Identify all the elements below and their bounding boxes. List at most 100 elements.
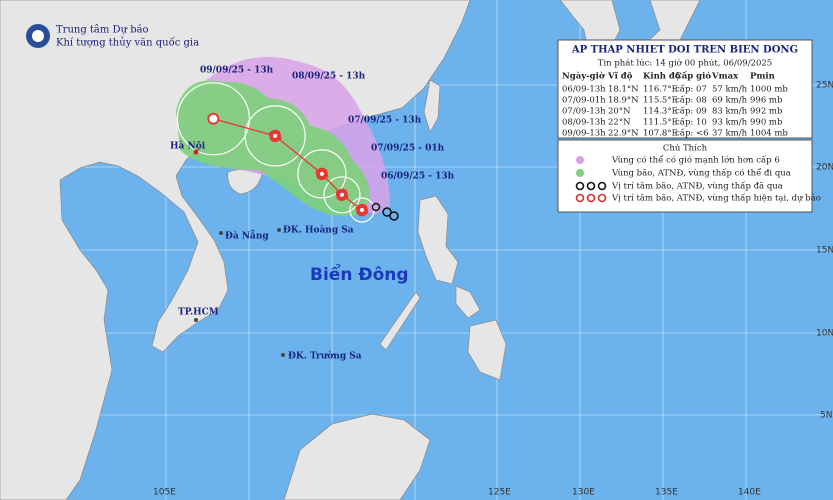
legend-swatch: [576, 156, 584, 164]
forecast-cone: [176, 80, 370, 217]
table-cell: 06/09-13h: [562, 85, 606, 95]
track-label: 08/09/25 - 13h: [292, 72, 366, 82]
column-header: Pmin: [750, 72, 775, 82]
axis-labels: 105E 125E 130E 135E 140E 25N 20N 15N 10N…: [153, 81, 833, 498]
table-cell: 83 km/h: [712, 107, 748, 117]
table-cell: cấp: 08: [675, 95, 707, 106]
table-cell: 115.5°E: [643, 96, 678, 106]
column-header: Vmax: [711, 72, 739, 82]
lat-label: 25N: [816, 81, 833, 91]
logo: [32, 30, 44, 42]
place-dot: [194, 318, 198, 322]
lat-label: 20N: [816, 163, 833, 173]
info-subtitle: Tin phát lúc: 14 giờ 00 phút, 06/09/2025: [598, 58, 772, 69]
table-cell: cấp: 09: [675, 106, 707, 117]
table-cell: cấp: <6: [675, 128, 709, 139]
org-name: Trung tâm Dự báo: [56, 25, 149, 36]
info-box: AP THAP NHIET DOI TREN BIEN DONG Tin phá…: [557, 39, 821, 213]
uncertainty-circle: [176, 82, 250, 156]
column-header: Cấp gió: [675, 70, 711, 82]
legend-label: Vùng có thể có gió mạnh lớn hơn cấp 6: [611, 154, 780, 166]
past-positions: [371, 202, 399, 221]
column-header: Vĩ độ: [607, 71, 633, 82]
storm-eye: [319, 171, 324, 176]
uncertainty-circle: [323, 176, 361, 214]
table-cell: 57 km/h: [712, 85, 748, 95]
storm-center: [335, 188, 349, 202]
legend-swatch: [575, 193, 607, 203]
storm-eye: [339, 192, 344, 197]
place-dot: [193, 149, 199, 155]
table-cell: 111.5°E: [643, 118, 678, 128]
place-dot: [281, 353, 285, 357]
column-header: Ngày-giờ: [562, 71, 606, 82]
sea-label: Biển Đông: [310, 263, 409, 285]
storm-eye: [360, 208, 364, 212]
table-cell: 992 mb: [750, 107, 783, 117]
place-label: Hà Nội: [170, 141, 206, 152]
place-label: ĐK. Trường Sa: [288, 351, 362, 362]
table-cell: cấp: 07: [675, 84, 707, 95]
places: Hà Nội Đà Nẵng ĐK. Hoàng Sa Biển Đông TP…: [170, 141, 409, 362]
table-cell: 37 km/h: [712, 129, 748, 139]
track-label: 07/09/25 - 01h: [371, 144, 445, 154]
table-cell: 07/09-01h: [562, 96, 606, 106]
table-cell: 996 mb: [750, 96, 783, 106]
track-label: 07/09/25 - 13h: [348, 116, 422, 126]
storm-center: [315, 167, 329, 181]
track-label: 06/09/25 - 13h: [381, 172, 455, 182]
land: [0, 0, 701, 500]
info-panel: [557, 39, 813, 139]
lon-label: 140E: [738, 488, 761, 498]
lat-label: 5N: [820, 411, 832, 421]
low-center: [207, 112, 220, 125]
track-label: 09/09/25 - 13h: [200, 66, 274, 76]
lon-label: 130E: [572, 488, 595, 498]
legend-swatch: [575, 181, 607, 191]
org-name: Khí tượng thủy văn quốc gia: [56, 38, 199, 49]
table-cell: 990 mb: [750, 118, 783, 128]
table-cell: 1004 mb: [750, 129, 788, 139]
table-cell: 08/09-13h: [562, 118, 606, 128]
legend-label: Vùng bão, ATNĐ, vùng thấp có thể đi qua: [611, 167, 791, 179]
table-cell: 116.7°E: [643, 85, 678, 95]
table-cell: 22°N: [608, 118, 631, 128]
table-cell: 114.3°E: [643, 107, 678, 117]
table-cell: 09/09-13h: [562, 129, 606, 139]
legend-swatch: [576, 169, 584, 177]
storm-eye: [273, 133, 278, 138]
place-dot: [277, 228, 281, 232]
table-cell: 18.9°N: [608, 96, 639, 106]
info-title: AP THAP NHIET DOI TREN BIEN DONG: [571, 45, 798, 56]
place-label: Đà Nẵng: [225, 230, 269, 242]
storm-center: [207, 112, 220, 125]
table-cell: 20°N: [608, 107, 631, 117]
lat-label: 15N: [816, 246, 833, 256]
place-label: TP.HCM: [178, 308, 219, 318]
legend-title: Chú Thích: [663, 143, 708, 154]
table-cell: 07/09-13h: [562, 107, 606, 117]
table-cell: 107.8°E: [643, 129, 678, 139]
storm-center: [355, 203, 369, 217]
lon-label: 125E: [488, 488, 511, 498]
header: Trung tâm Dự báo Khí tượng thủy văn quốc…: [26, 24, 199, 49]
place-label: ĐK. Hoàng Sa: [283, 225, 354, 236]
lat-label: 10N: [816, 329, 833, 339]
legend-label: Vị trí tâm bão, ATNĐ, vùng thấp đã qua: [611, 181, 783, 192]
lon-label: 105E: [153, 488, 176, 498]
legend-label: Vị trí tâm bão, ATNĐ, vùng thấp hiện tại…: [611, 193, 821, 204]
track: 06/09/25 - 13h 07/09/25 - 01h 07/09/25 - 1…: [176, 66, 455, 223]
table-cell: 18.1°N: [608, 85, 639, 95]
table-cell: cấp: 10: [675, 117, 707, 128]
uncertainty-circle: [297, 149, 347, 199]
column-header: Kinh độ: [643, 71, 681, 82]
lon-label: 135E: [655, 488, 678, 498]
legend-panel: [557, 139, 813, 213]
table-cell: 1000 mb: [750, 85, 788, 95]
storm-center: [268, 129, 282, 143]
place-dot: [219, 231, 223, 235]
table-cell: 69 km/h: [712, 96, 748, 106]
table-cell: 22.9°N: [608, 129, 639, 139]
